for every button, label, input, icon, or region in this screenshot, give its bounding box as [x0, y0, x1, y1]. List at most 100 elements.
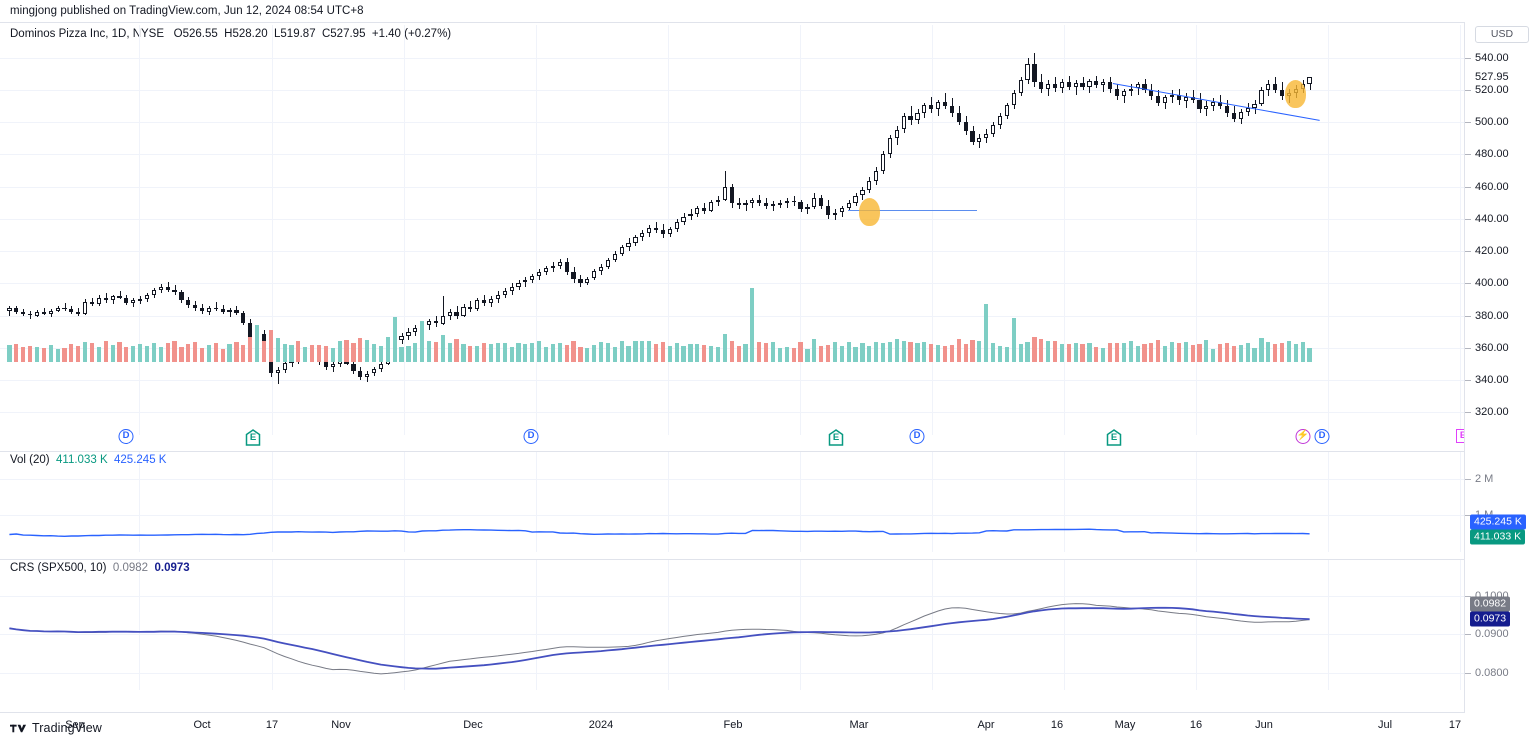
time-axis-label: 16: [1189, 719, 1203, 731]
volume-axis-label: 2 M: [1475, 472, 1494, 485]
volume-bar: [942, 345, 948, 362]
volume-bar: [571, 341, 576, 362]
event-marker-earnings[interactable]: E: [245, 429, 261, 446]
price-gridline: [0, 122, 1464, 123]
volume-bar: [1121, 343, 1126, 362]
vertical-gridline: [1064, 25, 1065, 435]
candle-body: [819, 198, 824, 207]
volume-bar: [970, 340, 975, 362]
candle-body: [117, 296, 122, 298]
event-marker-earnings[interactable]: E: [828, 429, 844, 446]
candle-body: [241, 313, 246, 323]
price-axis-label: 320.00: [1475, 406, 1509, 419]
volume-bar: [234, 342, 239, 362]
volume-bar: [110, 345, 115, 362]
vertical-gridline: [536, 560, 537, 690]
volume-bar: [984, 304, 989, 362]
price-axis-label: 480.00: [1475, 148, 1509, 161]
chart-frame: [0, 22, 1536, 713]
event-marker-dividend[interactable]: D: [909, 429, 925, 444]
candle-body: [179, 292, 184, 301]
price-axis-label: 520.00: [1475, 84, 1509, 97]
vertical-gridline: [1196, 25, 1197, 435]
candle-body: [764, 202, 769, 206]
volume-bar: [956, 338, 961, 362]
candle-body: [550, 265, 555, 268]
time-scale[interactable]: Sep Oct 17 Nov Dec 2024 Feb Mar Apr 16 May 16 Jun Jul…: [0, 713, 1536, 744]
vertical-gridline: [800, 560, 801, 690]
crs-gridline: [0, 634, 1464, 635]
candle-body: [709, 202, 714, 211]
highlight-marker[interactable]: [1285, 80, 1306, 108]
volume-series: [7, 288, 1312, 362]
volume-bar: [1135, 346, 1140, 362]
event-marker-split[interactable]: ⚡: [1295, 429, 1311, 444]
candle-body: [1052, 83, 1058, 88]
volume-bar: [151, 342, 157, 362]
volume-title[interactable]: Vol (20): [10, 454, 50, 466]
vertical-gridline: [932, 25, 933, 435]
price-scale[interactable]: USD 540.00 520.00 500.00 480.00 460.00 440.00…: [1464, 22, 1536, 713]
candle-body: [832, 212, 838, 215]
support-line-drawing[interactable]: [848, 210, 977, 211]
volume-bar: [138, 343, 143, 362]
candle-body: [929, 105, 934, 110]
candle-body: [874, 170, 879, 182]
candle-body: [488, 298, 494, 303]
volume-legend: Vol (20) 411.033 K 425.245 K: [10, 454, 166, 466]
candle-body: [158, 286, 163, 290]
event-marker-dividend[interactable]: D: [118, 429, 134, 444]
candle-body: [537, 272, 542, 276]
candle-body: [1169, 94, 1175, 98]
vertical-gridline: [139, 452, 140, 552]
volume-bar: [626, 345, 631, 362]
volume-bar: [832, 342, 838, 362]
volume-bar: [124, 346, 129, 362]
candle-body: [619, 247, 624, 255]
volume-bar: [977, 341, 982, 362]
candle-body: [1224, 106, 1230, 114]
candle-body: [936, 102, 941, 110]
volume-bar: [282, 344, 287, 362]
candle-wick: [442, 296, 444, 326]
event-marker-dividend[interactable]: D: [523, 429, 539, 444]
price-axis-label: 460.00: [1475, 180, 1509, 193]
vertical-gridline: [404, 25, 405, 435]
event-marker-earnings[interactable]: E: [1106, 429, 1122, 446]
candle-wick: [1137, 82, 1139, 95]
candle-body: [571, 272, 576, 280]
candle-body: [949, 106, 954, 114]
highlight-marker[interactable]: [859, 198, 880, 226]
candle-body: [1307, 77, 1312, 84]
chart-legend: Dominos Pizza Inc, 1D, NYSE O526.55 H528…: [10, 28, 451, 40]
volume-bar: [585, 347, 590, 362]
candle-body: [743, 202, 748, 206]
candle-wick: [759, 194, 761, 206]
candle-wick: [1103, 78, 1105, 92]
volume-bar: [1142, 344, 1147, 362]
volume-bar: [268, 330, 273, 362]
volume-bar: [997, 346, 1003, 362]
legend-change: +1.40 (+0.27%): [371, 28, 452, 40]
volume-bar: [846, 342, 851, 362]
legend-symbol[interactable]: Dominos Pizza Inc, 1D, NYSE: [10, 28, 165, 40]
crs-title[interactable]: CRS (SPX500, 10): [10, 562, 107, 574]
crs-axis-tick: [1465, 634, 1471, 636]
legend-close: C527.95: [321, 28, 366, 40]
currency-badge[interactable]: USD: [1475, 26, 1529, 43]
volume-bar: [1293, 344, 1298, 362]
volume-bar: [812, 339, 817, 362]
crs-ma-badge: 0.0973: [1470, 611, 1511, 626]
volume-bar: [537, 341, 542, 362]
volume-bar: [241, 345, 246, 362]
event-marker-dividend[interactable]: D: [1314, 429, 1330, 444]
candle-body: [454, 311, 459, 316]
candle-body: [956, 113, 961, 123]
candle-body: [378, 363, 384, 369]
volume-bar: [21, 347, 26, 362]
crs-axis-tick: [1465, 672, 1471, 674]
price-axis-tick: [1465, 412, 1471, 414]
candle-body: [1252, 103, 1257, 108]
candle-wick: [656, 222, 658, 234]
volume-bar: [647, 340, 652, 362]
